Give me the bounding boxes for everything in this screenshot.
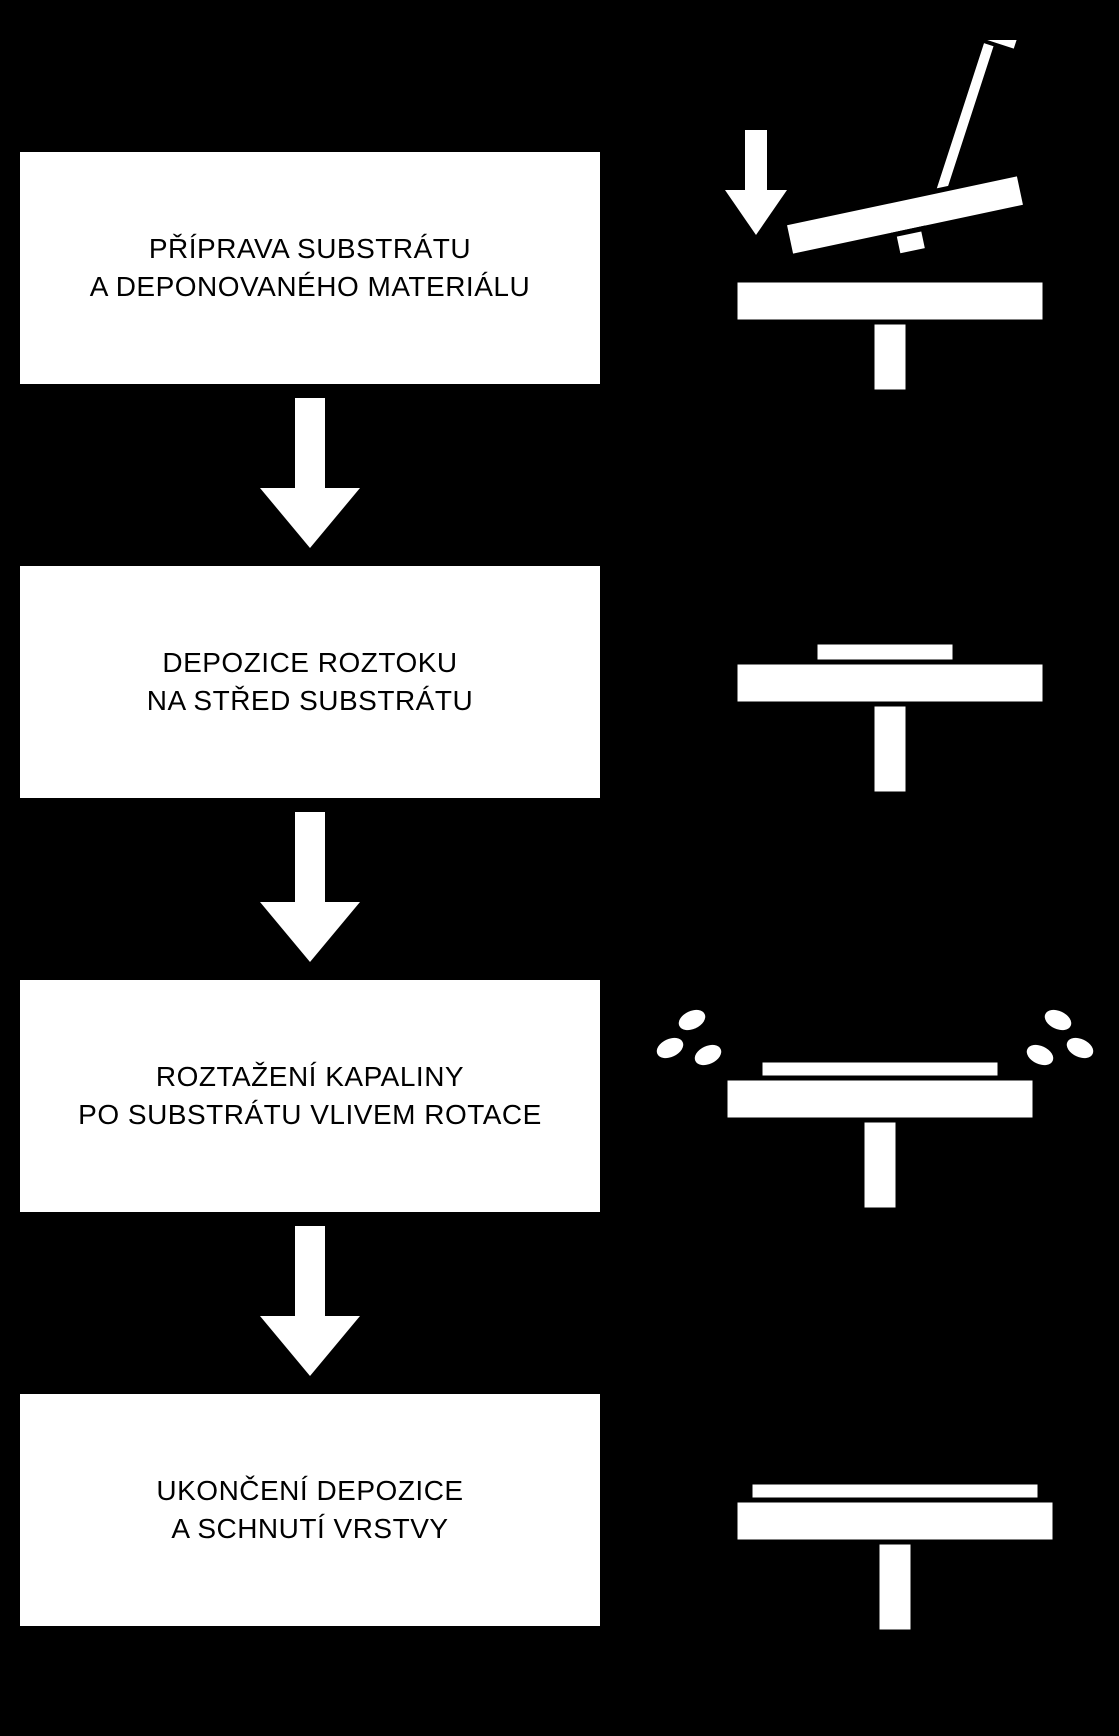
substrate-icon xyxy=(735,1500,1055,1542)
illustration-spin xyxy=(640,960,1110,1240)
step-label-1: PŘÍPRAVA SUBSTRÁTU A DEPONOVANÉHO MATERI… xyxy=(90,230,530,306)
step-1-line-1: PŘÍPRAVA SUBSTRÁTU xyxy=(90,230,530,268)
illustration-deposit xyxy=(660,560,1100,820)
flow-arrow-1 xyxy=(260,398,360,548)
down-arrow-icon xyxy=(725,130,787,235)
step-1-line-2: A DEPONOVANÉHO MATERIÁLU xyxy=(90,268,530,306)
step-label-4: UKONČENÍ DEPOZICE A SCHNUTÍ VRSTVY xyxy=(156,1472,463,1548)
substrate-icon xyxy=(725,1078,1035,1120)
step-4-line-1: UKONČENÍ DEPOZICE xyxy=(156,1472,463,1510)
step-box-3: ROZTAŽENÍ KAPALINY PO SUBSTRÁTU VLIVEM R… xyxy=(20,980,600,1212)
step-4-line-2: A SCHNUTÍ VRSTVY xyxy=(156,1510,463,1548)
base-platform-icon xyxy=(735,280,1045,392)
step-label-2: DEPOZICE ROZTOKU NA STŘED SUBSTRÁTU xyxy=(147,644,473,720)
stem-icon xyxy=(877,1542,913,1632)
substrate-icon xyxy=(735,662,1045,704)
step-3-line-2: PO SUBSTRÁTU VLIVEM ROTACE xyxy=(78,1096,542,1134)
droplets-right-icon xyxy=(1024,1006,1097,1069)
droplet-icon xyxy=(815,642,955,662)
flow-arrow-2 xyxy=(260,812,360,962)
droplets-left-icon xyxy=(654,1006,725,1069)
tilted-platform-icon xyxy=(784,173,1030,278)
step-2-line-2: NA STŘED SUBSTRÁTU xyxy=(147,682,473,720)
step-box-4: UKONČENÍ DEPOZICE A SCHNUTÍ VRSTVY xyxy=(20,1394,600,1626)
illustration-prep xyxy=(660,40,1100,400)
stem-icon xyxy=(872,704,908,794)
step-2-line-1: DEPOZICE ROZTOKU xyxy=(147,644,473,682)
step-box-1: PŘÍPRAVA SUBSTRÁTU A DEPONOVANÉHO MATERI… xyxy=(20,152,600,384)
illustration-dry xyxy=(660,1400,1100,1660)
step-3-line-1: ROZTAŽENÍ KAPALINY xyxy=(78,1058,542,1096)
film-icon xyxy=(750,1482,1040,1500)
step-box-2: DEPOZICE ROZTOKU NA STŘED SUBSTRÁTU xyxy=(20,566,600,798)
stem-icon xyxy=(862,1120,898,1210)
flow-arrow-3 xyxy=(260,1226,360,1376)
step-label-3: ROZTAŽENÍ KAPALINY PO SUBSTRÁTU VLIVEM R… xyxy=(78,1058,542,1134)
spread-layer-icon xyxy=(760,1060,1000,1078)
